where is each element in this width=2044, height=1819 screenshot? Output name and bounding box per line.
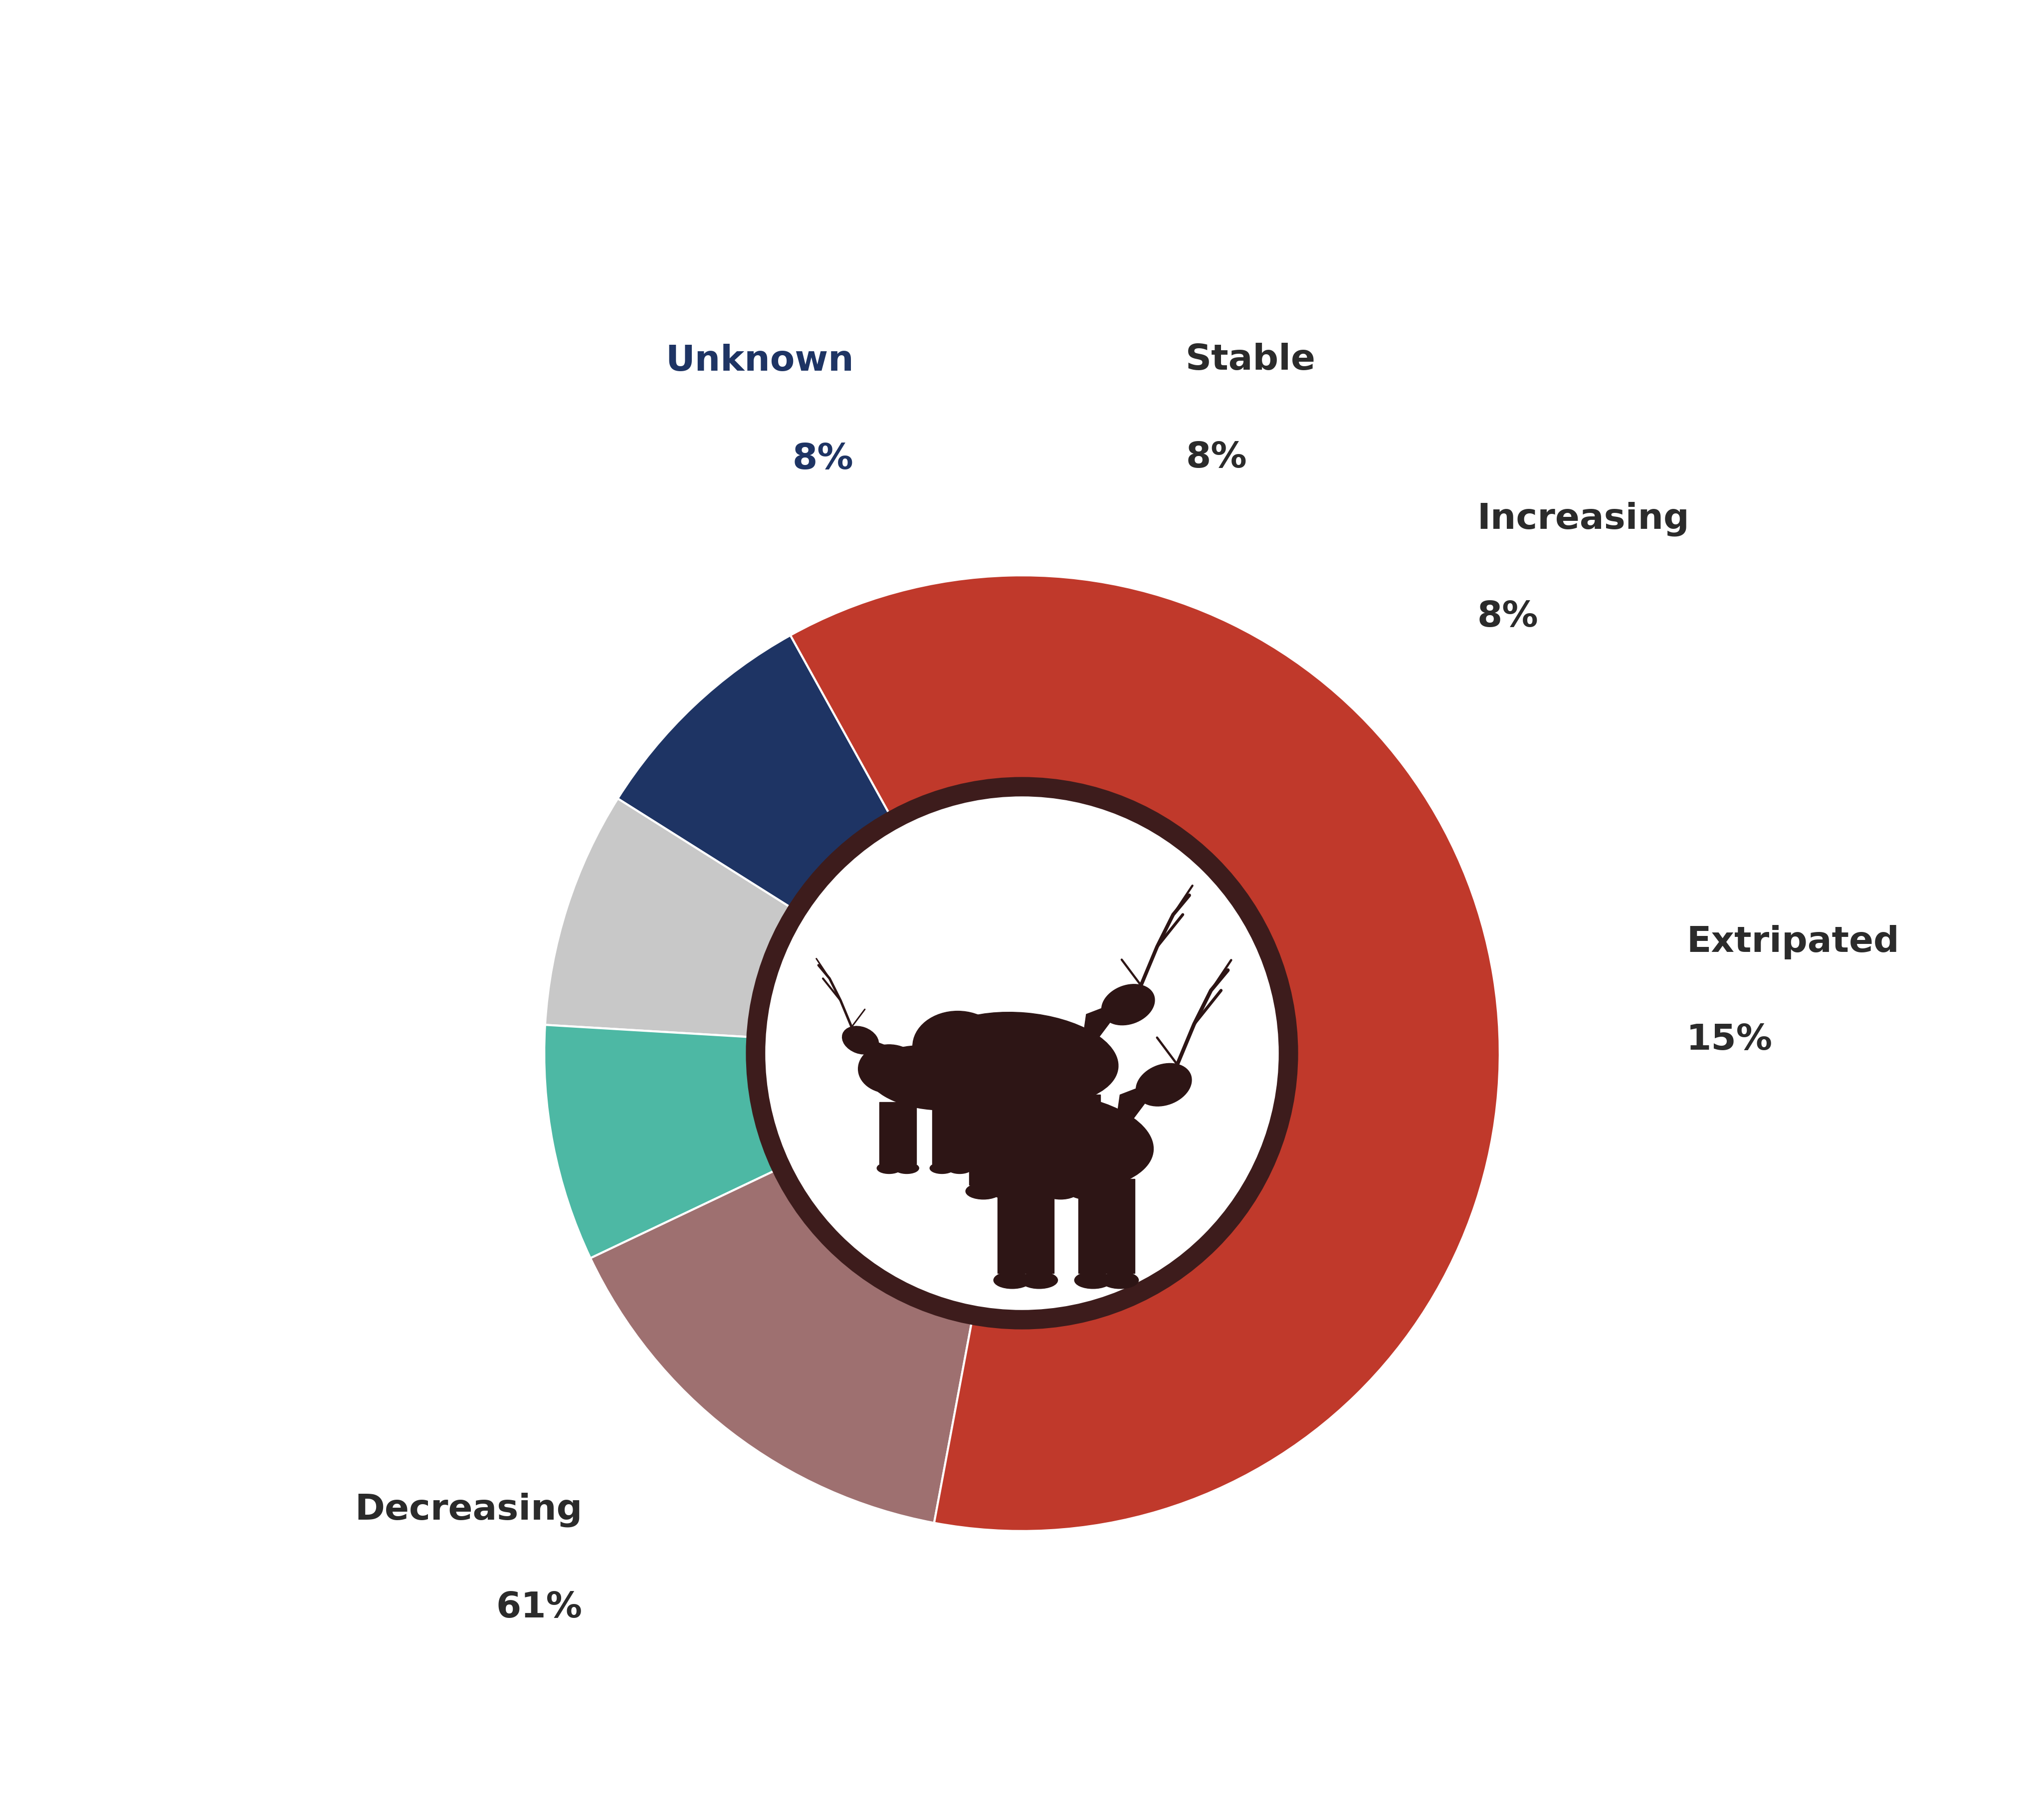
Polygon shape (1079, 999, 1128, 1059)
Polygon shape (1047, 1095, 1075, 1184)
Text: 61%: 61% (497, 1590, 583, 1624)
Wedge shape (617, 635, 893, 911)
Wedge shape (546, 799, 797, 1037)
Ellipse shape (993, 1271, 1030, 1288)
Ellipse shape (948, 1162, 971, 1173)
Wedge shape (544, 1024, 781, 1259)
Text: 8%: 8% (793, 442, 854, 477)
Text: 8%: 8% (1478, 600, 1539, 635)
Polygon shape (897, 1102, 916, 1164)
Text: 15%: 15% (1686, 1022, 1772, 1057)
Ellipse shape (926, 1011, 1118, 1106)
Text: 8%: 8% (1186, 440, 1247, 475)
Ellipse shape (930, 1162, 955, 1173)
Ellipse shape (938, 1091, 1032, 1166)
Polygon shape (1106, 1179, 1134, 1273)
Ellipse shape (1020, 1271, 1057, 1288)
Ellipse shape (1136, 1064, 1192, 1106)
Ellipse shape (1042, 1182, 1079, 1199)
Text: Stable: Stable (1186, 342, 1316, 377)
Polygon shape (879, 1102, 899, 1164)
Polygon shape (1079, 1179, 1108, 1273)
Polygon shape (997, 1179, 1026, 1273)
Polygon shape (950, 1102, 969, 1164)
Ellipse shape (1075, 1271, 1112, 1288)
Ellipse shape (1069, 1182, 1104, 1199)
Wedge shape (791, 575, 1500, 1532)
Circle shape (789, 820, 1255, 1286)
Polygon shape (995, 1095, 1024, 1184)
Text: Decreasing: Decreasing (354, 1492, 583, 1526)
Text: Southern Mountain Caribou Herd: Southern Mountain Caribou Herd (442, 78, 1602, 140)
Polygon shape (1114, 1079, 1163, 1142)
Ellipse shape (965, 1182, 1002, 1199)
Ellipse shape (877, 1162, 901, 1173)
Ellipse shape (867, 1046, 1000, 1110)
Ellipse shape (953, 1093, 1153, 1191)
Polygon shape (1024, 1179, 1055, 1273)
Polygon shape (932, 1102, 953, 1164)
Text: Extripated: Extripated (1686, 924, 1899, 959)
Polygon shape (969, 1095, 997, 1184)
Text: Increasing: Increasing (1478, 502, 1690, 537)
Text: Unknown: Unknown (666, 344, 854, 378)
Ellipse shape (858, 1044, 920, 1093)
Ellipse shape (914, 1011, 1004, 1082)
Text: Population Trends: Population Trends (703, 200, 1341, 260)
Ellipse shape (895, 1162, 920, 1173)
Polygon shape (1073, 1095, 1100, 1184)
Ellipse shape (1102, 1271, 1139, 1288)
Ellipse shape (1102, 984, 1155, 1026)
Polygon shape (861, 1035, 893, 1077)
Wedge shape (591, 1168, 973, 1523)
Ellipse shape (842, 1026, 879, 1055)
Ellipse shape (991, 1182, 1026, 1199)
